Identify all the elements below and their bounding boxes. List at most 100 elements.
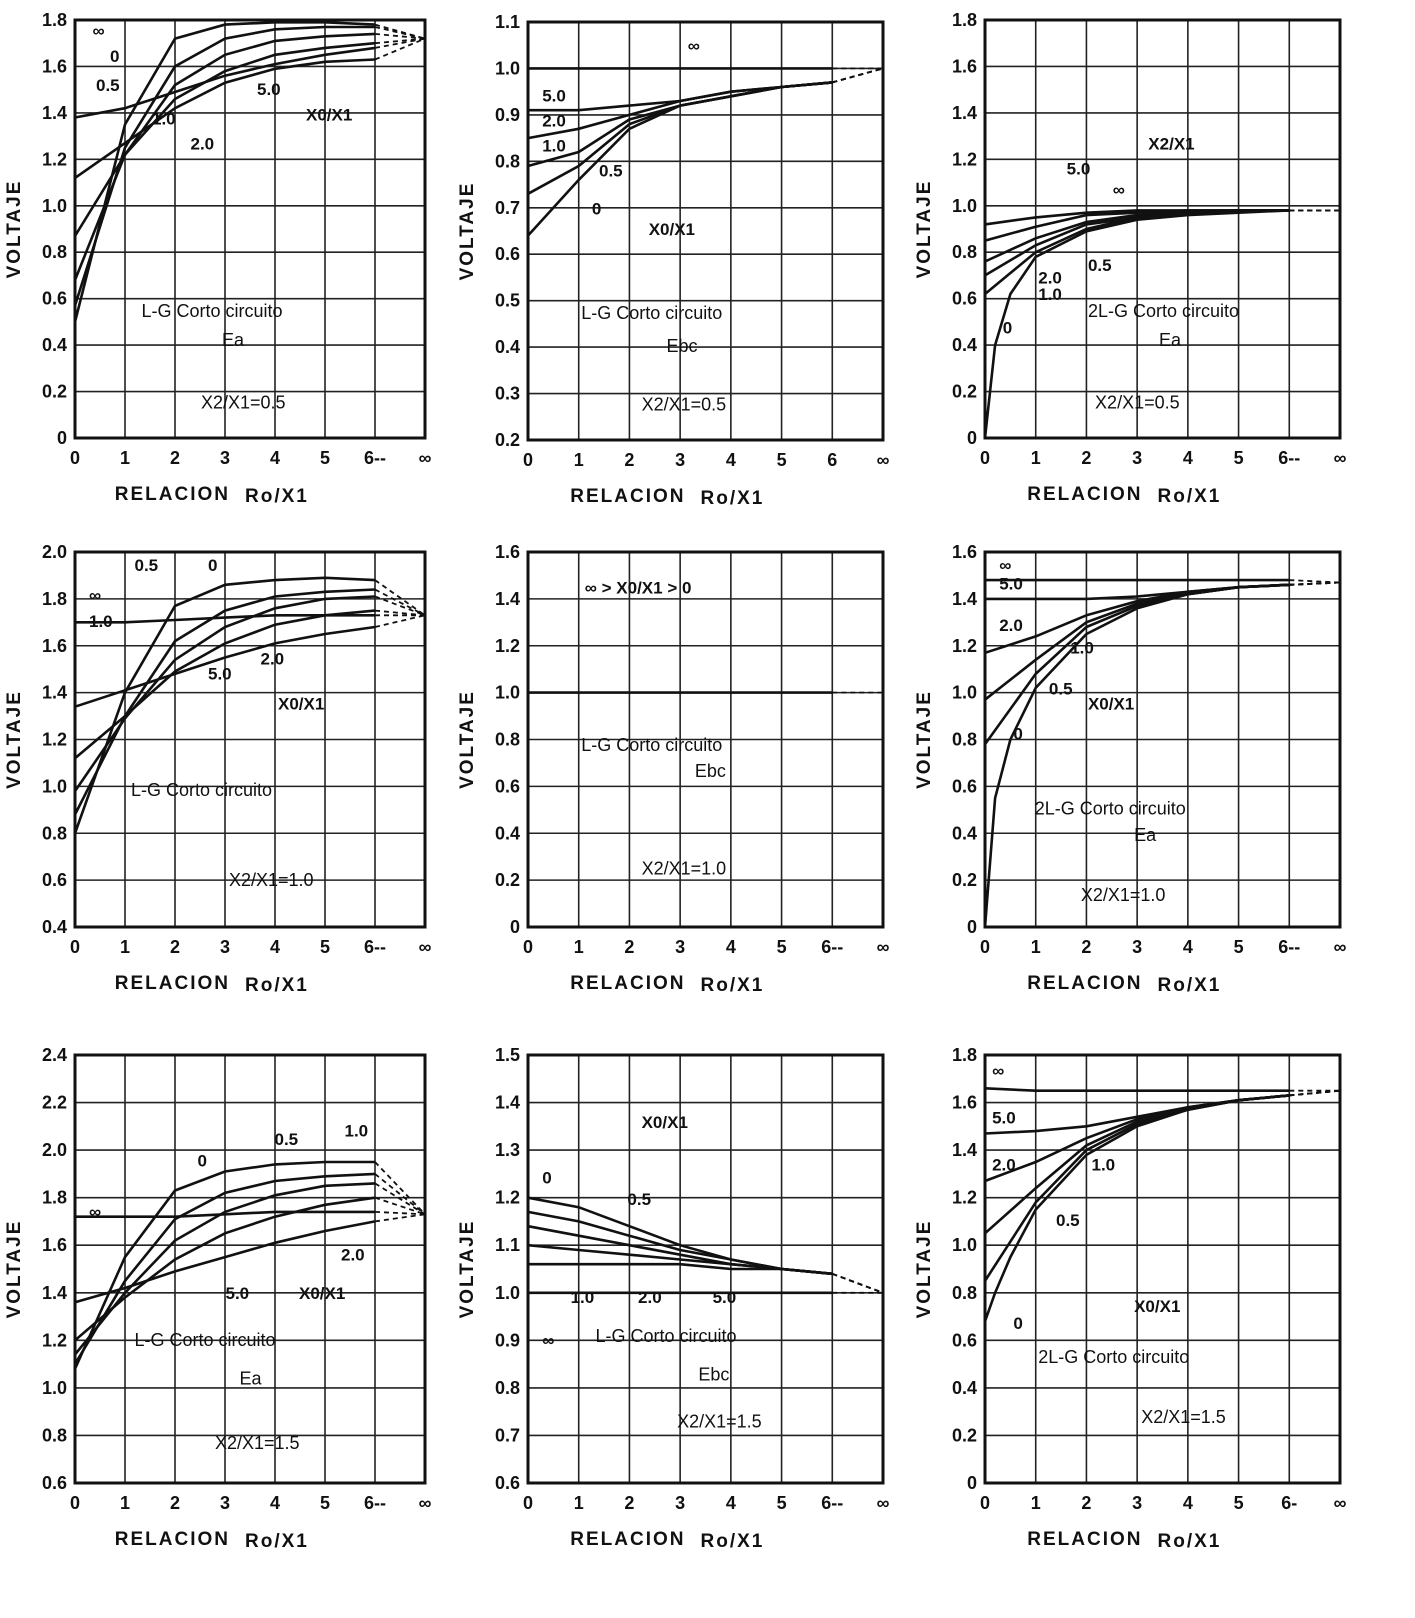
y-tick-label: 1.6 [952, 542, 977, 562]
x-tick-label: 6-- [1278, 937, 1300, 957]
curve-annotation: 1.0 [542, 137, 566, 156]
y-tick-label: 0.2 [495, 430, 520, 450]
series-extension-line [832, 67, 884, 84]
curve-annotation: 5.0 [226, 1284, 250, 1303]
y-tick-label: 0.6 [952, 776, 977, 796]
y-tick-label: 1.1 [495, 12, 520, 32]
x-tick-label: 3 [1132, 1493, 1142, 1513]
y-tick-label: 1.6 [495, 542, 520, 562]
x-tick-label: 6-- [821, 937, 843, 957]
x-tick-label: 3 [220, 1493, 230, 1513]
chart-title: 2L-G Corto circuito [1035, 799, 1186, 819]
x-tick-label: 4 [270, 937, 280, 957]
x-tick-label: 6-- [364, 1493, 386, 1513]
plot-frame [526, 1053, 885, 1485]
series-extension-line [832, 67, 884, 84]
series-extension-line [374, 1196, 426, 1216]
curve-annotation: 5.0 [1067, 160, 1091, 179]
series-line [73, 25, 375, 306]
y-tick-label: 0.9 [495, 1330, 520, 1350]
y-tick-label: 0.8 [952, 242, 977, 262]
curve-annotation: 0.5 [1056, 1211, 1080, 1230]
curve-annotation: ∞ [688, 36, 700, 55]
parameter-label: ∞ > X0/X1 > 0 [585, 578, 692, 597]
curve-annotation: 5.0 [713, 1288, 737, 1307]
y-tick-label: 1.4 [952, 1140, 977, 1160]
y-tick-label: 0.6 [495, 244, 520, 264]
curve-annotation: 5.0 [999, 575, 1023, 594]
y-tick-label: 0.6 [495, 1473, 520, 1493]
x-tick-label: 4 [270, 1493, 280, 1513]
y-tick-label: 1.0 [952, 196, 977, 216]
x-axis-label: RELACION [115, 973, 230, 994]
curve-annotation: 0.5 [627, 1190, 651, 1209]
series-extension-line [374, 614, 426, 628]
curve-annotation: 2.0 [191, 135, 215, 154]
x-tick-label: 2 [1081, 937, 1091, 957]
x-tick-label: 4 [270, 448, 280, 468]
x-tick-label: ∞ [1334, 448, 1347, 468]
y-tick-label: 0.6 [42, 870, 67, 890]
y-tick-label: 0.8 [952, 730, 977, 750]
x-tick-label: 0 [980, 937, 990, 957]
parameter-label: X0/X1 [1088, 695, 1134, 714]
x-tick-label: 2 [1081, 448, 1091, 468]
y-tick-label: 1.6 [42, 56, 67, 76]
x-tick-label: 2 [170, 448, 180, 468]
y-tick-label: 2.2 [42, 1093, 67, 1113]
curve-annotation: 5.0 [992, 1108, 1016, 1127]
x-tick-label: 5 [320, 448, 330, 468]
x-tick-label: 3 [1132, 937, 1142, 957]
ratio-note: X2/X1=0.5 [201, 393, 286, 413]
y-axis-label: VOLTAJE [4, 1220, 25, 1319]
y-tick-label: 0.4 [952, 1378, 977, 1398]
curve-annotation: 5.0 [542, 86, 566, 105]
x-tick-label: 1 [574, 937, 584, 957]
x-tick-label: 4 [1183, 937, 1193, 957]
y-tick-label: 0 [967, 917, 977, 937]
x-tick-label: 4 [726, 937, 736, 957]
series-line [73, 1172, 376, 1365]
curve-annotation: 1.0 [1070, 638, 1094, 657]
y-tick-label: 1.0 [42, 196, 67, 216]
y-tick-label: 1.0 [495, 1283, 520, 1303]
curve-annotation: ∞ [1113, 181, 1125, 200]
parameter-label: X0/X1 [649, 220, 695, 239]
x-axis-label: RELACION [570, 973, 685, 994]
y-tick-label: 1.6 [42, 1235, 67, 1255]
curve-annotation: ∞ [89, 1203, 101, 1222]
y-tick-label: 1.2 [42, 149, 67, 169]
chart-title: 2L-G Corto circuito [1038, 1347, 1189, 1367]
series-extension-line [832, 67, 884, 84]
x-tick-label: 6-- [364, 448, 386, 468]
series-extension-line [832, 67, 884, 84]
series-line [983, 583, 1290, 928]
series-extension-line [374, 33, 426, 40]
y-axis-label: VOLTAJE [4, 180, 25, 279]
chart-quantity-label: Ea [1134, 825, 1157, 845]
y-tick-label: 1.0 [495, 58, 520, 78]
y-tick-label: 1.4 [952, 103, 977, 123]
y-tick-label: 0.6 [495, 776, 520, 796]
chart-panel-9: 0 1 2 3 4 5 6- ∞ 0 0.2 0.4 0.6 0.8 1.0 1.2 1.4 1.6 1.8 REL… [914, 1045, 1347, 1552]
x-axis-sublabel: Ro/X1 [701, 488, 765, 509]
series-extension-line [374, 37, 426, 49]
curve-annotation: 0 [592, 199, 601, 218]
y-tick-label: 1.4 [495, 1093, 520, 1113]
series-extension-line [1289, 1089, 1341, 1097]
ratio-note: X2/X1=1.5 [677, 1411, 762, 1431]
x-tick-label: 0 [523, 1493, 533, 1513]
x-axis-sublabel: Ro/X1 [1158, 486, 1222, 507]
y-tick-label: 0.2 [42, 382, 67, 402]
series-extension-line [1289, 1089, 1341, 1097]
x-axis-sublabel: Ro/X1 [245, 486, 309, 507]
x-tick-label: 2 [624, 450, 634, 470]
y-tick-label: 0 [57, 428, 67, 448]
plot-frame [73, 550, 427, 929]
y-tick-label: 0.6 [42, 1473, 67, 1493]
y-tick-label: 0.4 [42, 917, 67, 937]
chart-title: L-G Corto circuito [142, 301, 283, 321]
series-extension-line [374, 579, 426, 617]
y-tick-label: 1.8 [952, 10, 977, 30]
curve-annotation: 2.0 [638, 1288, 662, 1307]
